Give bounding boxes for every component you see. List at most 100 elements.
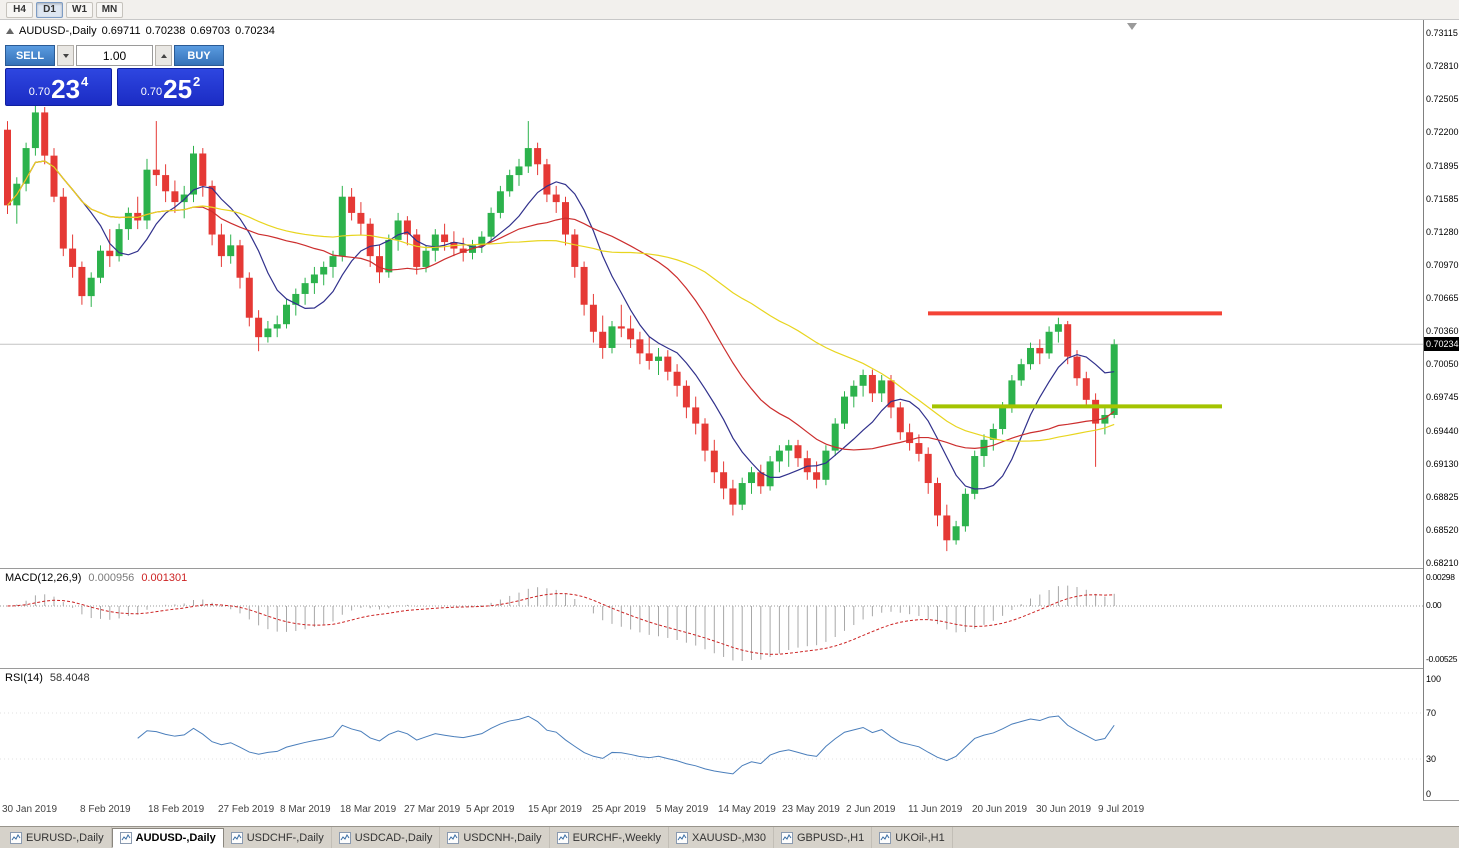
chart-tab-label: AUDUSD-,Daily (135, 832, 216, 844)
panel-separator[interactable] (0, 568, 1459, 569)
price-axis-label: 0.72810 (1426, 61, 1459, 72)
date-label: 8 Feb 2019 (80, 804, 131, 815)
rsi-panel-canvas[interactable] (0, 669, 1423, 800)
ask-quote-button[interactable]: 0.70 25 2 (117, 68, 224, 106)
chart-shift-icon[interactable] (1127, 23, 1137, 30)
bid-price-pipette: 4 (81, 74, 89, 89)
price-axis-label: 0.70970 (1426, 259, 1459, 270)
chart-tab-icon (879, 831, 892, 844)
timeframe-toolbar: H4 D1 W1 MN (0, 0, 1459, 20)
bid-price-big: 23 (51, 74, 81, 104)
macd-axis-label: 0.00 (1426, 600, 1442, 610)
chart-tab-eurusd-daily[interactable]: EURUSD-,Daily (3, 827, 112, 848)
chart-tab-icon (780, 831, 793, 844)
chart-tab-xauusd-m30[interactable]: XAUUSD-,M30 (669, 827, 774, 848)
timeframe-button-group: H4 D1 W1 MN (6, 1, 123, 18)
candles (4, 104, 1118, 552)
date-label: 18 Mar 2019 (340, 804, 397, 815)
price-axis-label: 0.70050 (1426, 359, 1459, 370)
date-label: 11 Jun 2019 (908, 804, 963, 815)
rsi-title: RSI(14) (5, 672, 43, 684)
chart-tab-label: USDCHF-,Daily (246, 831, 324, 844)
chart-tab-gbpusd-h1[interactable]: GBPUSD-,H1 (774, 827, 873, 848)
macd-panel-canvas[interactable] (0, 569, 1423, 668)
price-scale[interactable]: 0.70234 0.73115 0.72810 0.72505 0.72200 0.71… (1423, 20, 1459, 800)
date-label: 15 Apr 2019 (528, 804, 582, 815)
price-axis-label: 0.71280 (1426, 226, 1459, 237)
rsi-header: RSI(14) 58.4048 (5, 672, 90, 684)
macd-header: MACD(12,26,9) 0.000956 0.001301 (5, 572, 187, 584)
macd-axis-label: -0.00525 (1426, 654, 1458, 664)
price-axis-label: 0.72200 (1426, 127, 1459, 138)
sell-button[interactable]: SELL (5, 45, 55, 66)
price-axis-label: 0.68210 (1426, 558, 1459, 568)
price-axis-label: 0.70360 (1426, 326, 1459, 337)
volume-decrease-button[interactable] (57, 45, 74, 66)
chart-tab-icon (10, 831, 22, 844)
buy-button[interactable]: BUY (174, 45, 224, 66)
ma-slow-line[interactable] (7, 160, 1115, 442)
bid-quote-button[interactable]: 0.70 23 4 (5, 68, 112, 106)
chart-workspace: AUDUSD-,Daily 0.69711 0.70238 0.69703 0.… (0, 20, 1459, 826)
macd-axis-label: 0.00298 (1426, 572, 1455, 582)
volume-input[interactable] (76, 45, 153, 66)
macd-main-value: 0.000956 (88, 572, 135, 584)
chart-tab-icon (556, 831, 569, 844)
date-label: 5 May 2019 (656, 804, 709, 815)
chart-tab-ukoil-h1[interactable]: UKOil-,H1 (872, 827, 953, 848)
volume-increase-button[interactable] (155, 45, 172, 66)
symbol-period-label: AUDUSD-,Daily (19, 25, 97, 37)
panel-separator[interactable] (0, 668, 1459, 669)
price-axis-label: 0.70665 (1426, 293, 1459, 303)
price-axis-label: 0.69130 (1426, 458, 1459, 469)
date-label: 20 Jun 2019 (972, 804, 1028, 815)
macd-histogram (16, 585, 1115, 661)
rsi-axis-label: 100 (1426, 673, 1442, 684)
chart-tab-label: GBPUSD-,H1 (796, 831, 865, 844)
date-label: 30 Jun 2019 (1036, 804, 1092, 815)
chart-tab-icon (447, 831, 460, 844)
main-chart-canvas[interactable] (0, 20, 1423, 568)
chart-tab-eurchf-weekly[interactable]: EURCHF-,Weekly (550, 827, 669, 848)
bid-price-prefix: 0.70 (28, 86, 51, 98)
ask-price-pipette: 2 (193, 74, 201, 89)
chart-tabs-bar: EURUSD-,Daily AUDUSD-,Daily USDCHF-,Daily U… (0, 826, 1459, 848)
time-axis[interactable]: 30 Jan 2019 8 Feb 2019 18 Feb 2019 27 Feb 2… (0, 800, 1423, 820)
chart-tab-audusd-daily[interactable]: AUDUSD-,Daily (111, 828, 224, 848)
timeframe-button-d1[interactable]: D1 (36, 1, 63, 18)
ma-fast-line[interactable] (7, 160, 1115, 490)
macd-signal-line (7, 593, 1115, 655)
date-label: 27 Feb 2019 (218, 804, 275, 815)
one-click-trading-panel: SELL BUY 0.70 23 4 0.70 25 (5, 45, 224, 106)
timeframe-button-h4[interactable]: H4 (6, 1, 33, 18)
chart-tab-label: USDCAD-,Daily (354, 831, 433, 844)
chart-tab-label: EURUSD-,Daily (26, 831, 104, 844)
chart-tab-usdcad-daily[interactable]: USDCAD-,Daily (332, 827, 441, 848)
chevron-up-icon (160, 53, 167, 58)
price-axis-label: 0.69745 (1426, 392, 1459, 403)
timeframe-button-mn[interactable]: MN (96, 1, 123, 18)
ohlc-header: AUDUSD-,Daily 0.69711 0.70238 0.69703 0.… (6, 25, 275, 37)
date-label: 25 Apr 2019 (592, 804, 646, 815)
chart-tab-icon (338, 831, 351, 844)
macd-title: MACD(12,26,9) (5, 572, 82, 584)
close-value: 0.70234 (235, 25, 275, 37)
price-axis-label: 0.68520 (1426, 524, 1459, 535)
ask-price-prefix: 0.70 (140, 86, 163, 98)
rsi-axis-label: 70 (1426, 708, 1437, 718)
date-label: 23 May 2019 (782, 804, 840, 815)
rsi-axis-label: 0 (1426, 788, 1432, 799)
chart-tab-label: UKOil-,H1 (895, 831, 945, 844)
chart-tab-usdcnh-daily[interactable]: USDCNH-,Daily (440, 827, 550, 848)
chart-tab-usdchf-daily[interactable]: USDCHF-,Daily (224, 827, 332, 848)
rsi-line (137, 715, 1115, 775)
date-label: 14 May 2019 (718, 804, 776, 815)
price-axis-label: 0.69440 (1426, 425, 1459, 436)
chevron-down-icon (62, 53, 69, 58)
tick-up-icon (6, 28, 14, 34)
price-axis-label: 0.73115 (1426, 28, 1458, 38)
chart-tab-label: XAUUSD-,M30 (691, 831, 766, 844)
chart-tab-label: EURCHF-,Weekly (572, 831, 661, 844)
timeframe-button-w1[interactable]: W1 (66, 1, 93, 18)
